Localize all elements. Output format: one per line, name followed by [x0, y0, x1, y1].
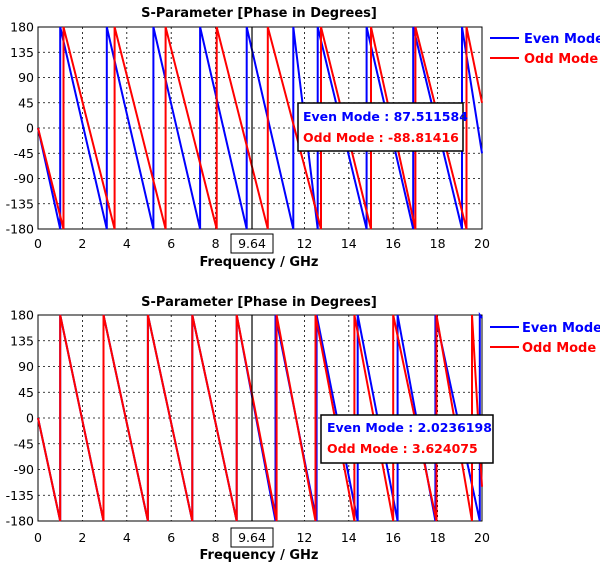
- y-tick-label: 90: [18, 359, 34, 374]
- y-tick-label: -180: [6, 222, 34, 237]
- marker-annotation: Even Mode : 2.0236198 Odd Mode : 3.62407…: [320, 414, 494, 464]
- x-tick-label: 4: [123, 236, 131, 251]
- legend-even-label: Even Mode: [524, 32, 600, 47]
- chart-title: S-Parameter [Phase in Degrees]: [141, 295, 377, 310]
- legend-even-label: Even Mode: [522, 321, 600, 336]
- y-tick-label: -45: [14, 146, 34, 161]
- marker-annotation: Even Mode : 87.511584 Odd Mode : -88.814…: [297, 102, 468, 152]
- annotation-odd: Odd Mode : -88.81416: [303, 130, 459, 145]
- x-tick-label: 16: [385, 530, 401, 545]
- x-tick-label: 6: [167, 530, 175, 545]
- legend: Even Mode Odd Mode: [490, 32, 600, 67]
- x-tick-label: 0: [34, 530, 42, 545]
- y-tick-label: -180: [6, 514, 34, 529]
- annotation-even: Even Mode : 2.0236198: [327, 420, 492, 435]
- odd-mode-line: [37, 314, 483, 522]
- x-tick-label: 2: [78, 530, 86, 545]
- marker-tick-label: 9.64: [238, 236, 266, 251]
- y-tick-label: -135: [6, 488, 34, 503]
- x-tick-label: 20: [474, 530, 490, 545]
- chart-bottom: S-Parameter [Phase in Degrees] 180135904…: [6, 295, 600, 563]
- y-tick-label: -90: [14, 171, 34, 186]
- x-tick-label: 8: [212, 530, 220, 545]
- x-axis-ticks: 0 2 4 6 8 9.64 12 14 16 18 20: [34, 527, 490, 548]
- x-tick-label: 18: [430, 530, 446, 545]
- x-tick-label: 14: [341, 236, 357, 251]
- y-tick-label: 135: [10, 45, 34, 60]
- y-tick-label: 45: [18, 385, 34, 400]
- x-tick-label: 2: [78, 236, 86, 251]
- series-group: [37, 312, 483, 522]
- y-tick-label: 45: [18, 95, 34, 110]
- y-tick-label: -135: [6, 196, 34, 211]
- y-tick-label: 135: [10, 333, 34, 348]
- x-axis-ticks: 0 2 4 6 8 9.64 12 14 16 18 20: [34, 233, 490, 254]
- marker-tick-box: [230, 233, 274, 254]
- x-axis-label: Frequency / GHz: [199, 548, 318, 563]
- legend-odd-label: Odd Mode: [522, 341, 596, 356]
- y-tick-label: 180: [10, 20, 34, 35]
- y-tick-label: -45: [14, 436, 34, 451]
- x-tick-label: 20: [474, 236, 490, 251]
- y-tick-label: 0: [26, 411, 34, 426]
- legend-odd-label: Odd Mode: [524, 52, 598, 67]
- x-tick-label: 14: [341, 530, 357, 545]
- x-tick-label: 12: [296, 530, 312, 545]
- x-tick-label: 12: [296, 236, 312, 251]
- x-tick-label: 6: [167, 236, 175, 251]
- y-tick-label: -90: [14, 462, 34, 477]
- x-tick-label: 4: [123, 530, 131, 545]
- y-axis-ticks: 180 135 90 45 0 -45 -90 -135 -180: [6, 20, 34, 237]
- annotation-odd: Odd Mode : 3.624075: [327, 441, 478, 456]
- chart-title: S-Parameter [Phase in Degrees]: [141, 6, 377, 21]
- legend: Even Mode Odd Mode: [490, 321, 600, 356]
- x-tick-label: 8: [212, 236, 220, 251]
- chart-top: S-Parameter [Phase in Degrees] 180135904…: [6, 6, 600, 270]
- marker-tick-box: [230, 527, 274, 548]
- y-tick-label: 90: [18, 70, 34, 85]
- annotation-even: Even Mode : 87.511584: [303, 109, 468, 124]
- y-tick-label: 0: [26, 121, 34, 136]
- x-tick-label: 16: [385, 236, 401, 251]
- y-tick-label: 180: [10, 308, 34, 323]
- annotation-box: [320, 414, 494, 464]
- odd-mode-line: [37, 26, 483, 230]
- annotation-box: [297, 102, 464, 152]
- marker-tick-label: 9.64: [238, 530, 266, 545]
- x-axis-label: Frequency / GHz: [199, 255, 318, 270]
- x-tick-label: 18: [430, 236, 446, 251]
- x-tick-label: 0: [34, 236, 42, 251]
- y-axis-ticks: 180 135 90 45 0 -45 -90 -135 -180: [6, 308, 34, 529]
